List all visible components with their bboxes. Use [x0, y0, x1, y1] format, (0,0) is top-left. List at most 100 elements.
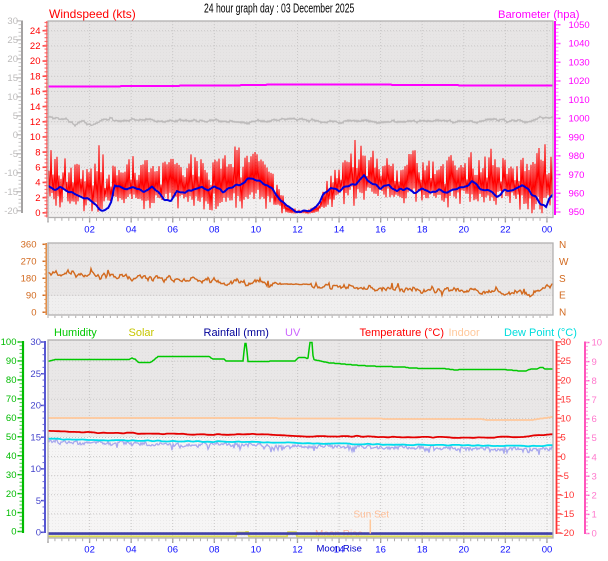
svg-text:990: 990 [569, 132, 585, 143]
svg-text:08: 08 [209, 224, 220, 235]
svg-text:22: 22 [500, 544, 511, 555]
svg-text:30: 30 [7, 16, 18, 27]
svg-text:10: 10 [6, 508, 17, 519]
svg-text:270: 270 [21, 257, 37, 268]
svg-text:16: 16 [30, 87, 41, 98]
svg-text:06: 06 [167, 224, 178, 235]
svg-text:-15: -15 [561, 509, 575, 520]
svg-text:8: 8 [592, 376, 597, 387]
svg-text:180: 180 [21, 274, 37, 285]
svg-text:20: 20 [6, 489, 17, 500]
svg-text:16: 16 [375, 544, 386, 555]
svg-text:UV: UV [285, 327, 301, 339]
svg-text:25: 25 [7, 35, 18, 46]
svg-text:S: S [559, 274, 566, 285]
svg-text:980: 980 [569, 151, 585, 162]
svg-text:Moon Rise: Moon Rise [317, 544, 362, 555]
svg-text:Rainfall (mm): Rainfall (mm) [204, 327, 269, 339]
svg-text:18: 18 [417, 224, 428, 235]
svg-text:N: N [559, 308, 566, 319]
svg-text:960: 960 [569, 189, 585, 200]
svg-text:1030: 1030 [569, 57, 590, 68]
svg-text:7: 7 [592, 395, 597, 406]
svg-text:0: 0 [592, 529, 597, 540]
svg-text:00: 00 [542, 224, 553, 235]
svg-text:22: 22 [500, 224, 511, 235]
svg-text:14: 14 [30, 102, 41, 113]
svg-text:1010: 1010 [569, 95, 590, 106]
svg-text:15: 15 [30, 432, 41, 443]
svg-text:90: 90 [26, 290, 37, 301]
svg-text:6: 6 [35, 163, 40, 174]
svg-text:Humidity: Humidity [54, 327, 97, 339]
svg-text:6: 6 [592, 414, 597, 425]
svg-text:06: 06 [167, 544, 178, 555]
svg-text:08: 08 [209, 544, 220, 555]
svg-text:1050: 1050 [569, 20, 590, 31]
svg-text:0: 0 [31, 307, 36, 318]
svg-text:3: 3 [592, 471, 597, 482]
svg-text:9: 9 [592, 357, 597, 368]
svg-text:18: 18 [30, 71, 41, 82]
svg-text:0: 0 [13, 130, 18, 141]
svg-text:Indoor: Indoor [449, 327, 481, 339]
svg-text:5: 5 [36, 496, 41, 507]
svg-text:5: 5 [561, 433, 566, 444]
svg-text:18: 18 [417, 544, 428, 555]
svg-text:30: 30 [6, 470, 17, 481]
svg-text:-15: -15 [4, 187, 18, 198]
svg-text:20: 20 [30, 56, 41, 67]
svg-text:50: 50 [6, 432, 17, 443]
svg-text:10: 10 [561, 414, 572, 425]
svg-text:-10: -10 [4, 168, 18, 179]
svg-text:Dew Point (°C): Dew Point (°C) [504, 327, 577, 339]
svg-text:10: 10 [30, 132, 41, 143]
svg-text:1040: 1040 [569, 39, 590, 50]
svg-text:Sun Set: Sun Set [354, 510, 390, 521]
svg-text:Barometer (hpa): Barometer (hpa) [498, 9, 580, 21]
svg-text:22: 22 [30, 41, 41, 52]
svg-text:20: 20 [459, 544, 470, 555]
svg-text:80: 80 [6, 375, 17, 386]
svg-text:Windspeed (kts): Windspeed (kts) [49, 7, 136, 21]
svg-text:02: 02 [84, 224, 95, 235]
svg-text:04: 04 [126, 544, 137, 555]
svg-text:20: 20 [459, 224, 470, 235]
svg-text:20: 20 [30, 401, 41, 412]
svg-text:1020: 1020 [569, 76, 590, 87]
svg-text:5: 5 [592, 433, 597, 444]
svg-text:10: 10 [30, 464, 41, 475]
svg-text:Solar: Solar [129, 327, 155, 339]
svg-text:950: 950 [569, 207, 585, 218]
svg-text:2: 2 [35, 193, 40, 204]
svg-text:10: 10 [251, 544, 262, 555]
svg-text:-10: -10 [561, 490, 575, 501]
svg-text:1: 1 [592, 510, 597, 521]
svg-text:15: 15 [7, 73, 18, 84]
svg-text:1000: 1000 [569, 114, 590, 125]
svg-text:25: 25 [30, 369, 41, 380]
svg-text:2: 2 [592, 491, 597, 502]
svg-text:70: 70 [6, 394, 17, 405]
svg-text:0: 0 [36, 528, 41, 539]
svg-text:20: 20 [7, 54, 18, 65]
svg-text:20: 20 [561, 375, 572, 386]
svg-text:14: 14 [334, 224, 345, 235]
svg-text:360: 360 [21, 240, 37, 251]
svg-text:E: E [559, 291, 566, 302]
svg-text:5: 5 [13, 111, 18, 122]
svg-text:14: 14 [334, 544, 345, 555]
svg-text:30: 30 [30, 337, 41, 348]
svg-text:04: 04 [126, 224, 137, 235]
svg-text:4: 4 [592, 452, 597, 463]
svg-text:40: 40 [6, 451, 17, 462]
svg-text:10: 10 [251, 224, 262, 235]
svg-text:30: 30 [561, 337, 572, 348]
svg-text:12: 12 [292, 224, 303, 235]
svg-text:100: 100 [1, 337, 17, 348]
svg-text:-5: -5 [561, 471, 569, 482]
svg-text:10: 10 [7, 92, 18, 103]
svg-text:-20: -20 [561, 528, 575, 539]
svg-text:8: 8 [35, 147, 40, 158]
svg-text:24: 24 [30, 26, 41, 37]
